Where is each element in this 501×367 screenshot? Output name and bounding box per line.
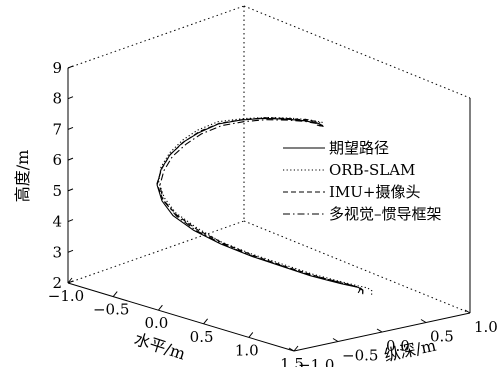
y-tick-mark: [332, 338, 339, 342]
x-axis-label: 水平/m: [132, 329, 188, 363]
y-tick-label: −1.0: [298, 356, 334, 367]
z-tick-mark: [67, 65, 74, 69]
x-tick-label: 1.5: [280, 355, 304, 367]
z-tick-mark: [67, 249, 74, 253]
series-line-4: [159, 119, 364, 294]
y-tick-mark: [288, 347, 295, 352]
legend-label-1: 期望路径: [329, 139, 389, 157]
z-ticks: 2 3 4 5 6 7 8 9: [52, 59, 74, 292]
z-tick-label: 5: [52, 182, 62, 200]
z-axis-label: 高度/m: [13, 150, 32, 203]
x-axis-line: [67, 282, 295, 352]
x-tick-mark: [67, 277, 73, 284]
z-tick-mark: [67, 96, 74, 100]
back-top-edge: [67, 5, 245, 69]
legend-label-2: ORB-SLAM: [329, 161, 415, 179]
legend-label-3: IMU+摄像头: [329, 183, 421, 201]
y-tick-label: 0.5: [430, 328, 454, 346]
x-ticks: −1.0 −0.5 0.0 0.5 1.0 1.5: [48, 277, 304, 367]
z-tick-label: 2: [52, 274, 62, 292]
x-tick-mark: [112, 291, 118, 297]
series-line-1: [156, 117, 364, 295]
y-tick-label: 1.0: [474, 318, 498, 336]
x-tick-mark: [248, 332, 254, 338]
z-tick-mark: [67, 219, 74, 223]
y-tick-mark: [420, 319, 427, 323]
series-layer: [156, 116, 373, 295]
z-tick-label: 8: [52, 90, 62, 108]
y-tick-label: 0.0: [386, 337, 410, 355]
x-tick-label: −1.0: [48, 287, 84, 305]
x-tick-label: 0.5: [190, 328, 214, 346]
y-ticks: −1.0 −0.5 0.0 0.5 1.0: [288, 309, 498, 367]
y-tick-mark: [464, 309, 471, 314]
x-tick-mark: [203, 318, 208, 325]
y-tick-label: −0.5: [342, 347, 378, 365]
legend-label-4: 多视觉–惯导框架: [329, 205, 442, 223]
y-tick-mark: [376, 328, 383, 333]
series-line-2: [158, 116, 373, 295]
z-tick-label: 6: [52, 151, 62, 169]
z-tick-label: 3: [52, 243, 62, 261]
z-tick-mark: [67, 157, 74, 161]
x-tick-label: 1.0: [235, 341, 259, 359]
floor-back-right-edge: [243, 220, 471, 314]
z-tick-label: 4: [52, 213, 62, 231]
x-tick-mark: [293, 345, 299, 352]
z-tick-label: 7: [52, 120, 62, 138]
z-tick-label: 9: [52, 59, 62, 77]
z-tick-mark: [67, 188, 74, 192]
floor-back-left-edge: [67, 220, 245, 284]
x-tick-label: −0.5: [93, 301, 129, 319]
back-right-top-edge: [243, 5, 471, 99]
x-tick-label: 0.0: [144, 314, 168, 332]
x-tick-mark: [158, 304, 163, 311]
z-tick-mark: [67, 126, 74, 130]
